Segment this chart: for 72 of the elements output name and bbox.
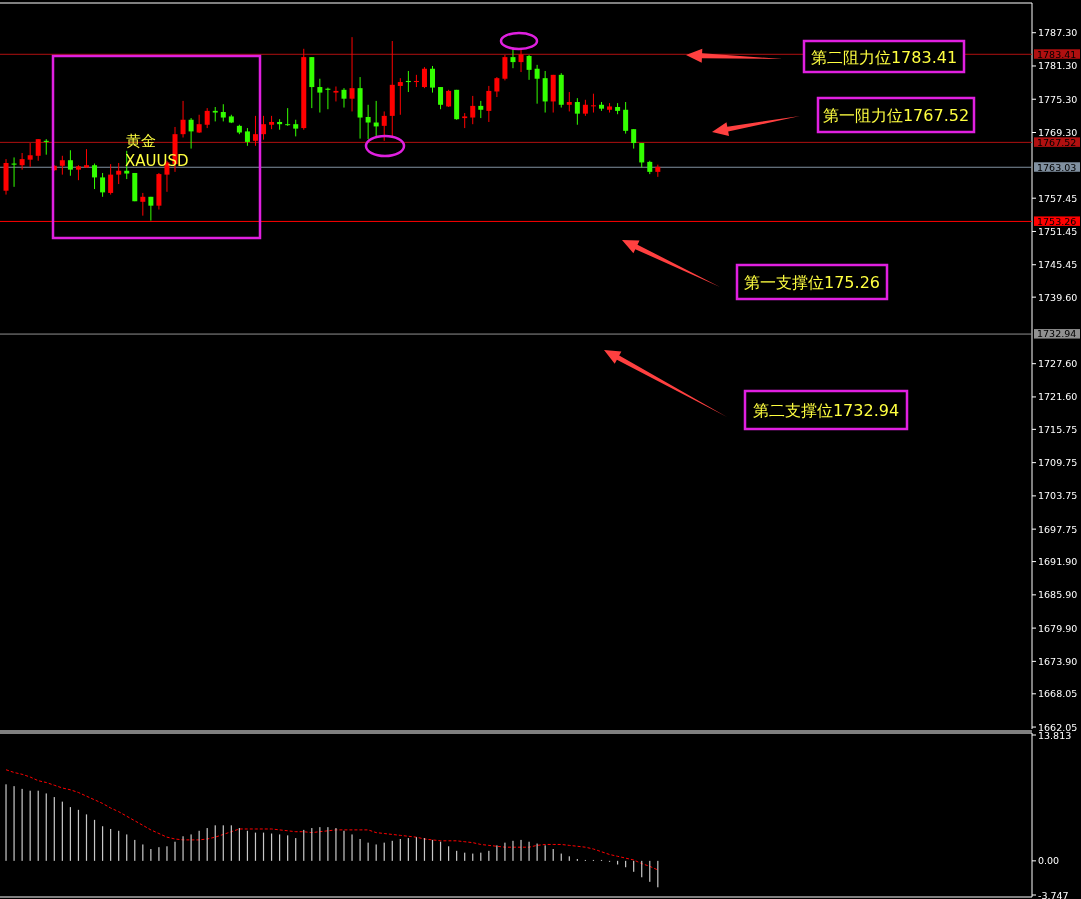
candlestick [381,110,387,142]
ref-line-label: 1783.41 [1037,48,1077,60]
y-tick-label: 1703.75 [1038,490,1078,502]
candlestick [108,163,114,196]
candlestick [100,172,106,198]
candlestick [83,148,89,169]
candlestick [518,48,524,73]
y-tick-label: 1685.90 [1038,589,1078,601]
y-tick-label: 1691.90 [1038,556,1078,568]
annotation: 第二阻力位1783.41 [810,47,958,67]
line-series [5,769,659,871]
candlestick [421,66,427,89]
candlestick [333,85,339,102]
candlestick [204,107,210,129]
candlestick [140,192,146,217]
candlestick [285,107,291,127]
candlestick [341,87,347,109]
annotation: 第二支撑位1732.94 [752,401,900,420]
y-tick-label: 1668.05 [1038,688,1078,700]
candlestick [59,155,65,176]
candlestick [252,115,258,147]
candlestick [566,91,572,112]
y-tick-label: 1781.30 [1038,60,1078,72]
candlestick [27,142,33,168]
annotation: 第一支撑位175.26 [744,273,880,292]
candlestick [430,65,436,94]
candlestick [502,54,508,81]
candlestick [438,86,444,110]
candlestick [116,162,122,185]
candlestick [623,101,629,135]
candlestick [494,76,500,98]
candlestick [317,78,323,114]
candlestick [639,142,645,168]
ref-line-label: 1767.52 [1037,136,1077,148]
candlestick [349,36,355,112]
y-tick-label: 1673.90 [1038,655,1078,667]
candlestick [365,104,371,140]
candlestick [92,163,98,190]
ref-line-label: 1753.26 [1037,215,1077,227]
y-tick-label: 1715.75 [1038,423,1078,435]
ref-line-label: 1732.94 [1037,328,1077,340]
candlestick [67,149,73,177]
candlestick [19,152,25,171]
y-tick-label: 1751.45 [1038,225,1078,237]
candlestick [526,54,532,81]
y-tick-label: 1709.75 [1038,457,1078,469]
y-tick-label: 1757.45 [1038,192,1078,204]
y-tick-label: 1745.45 [1038,259,1078,271]
candlestick [542,70,548,114]
y-tick-label: 1697.75 [1038,523,1078,535]
y-tick-label: -3.747 [1038,889,1069,899]
ref-line-label: 1763.03 [1037,161,1077,173]
candlestick [486,85,492,123]
candlestick [631,128,637,150]
y-tick-label: 1739.60 [1038,291,1078,303]
candlestick [534,64,540,105]
y-tick-label: 1775.30 [1038,93,1078,105]
candlestick [574,97,580,126]
y-tick-label: 1721.60 [1038,391,1078,403]
candlestick [188,117,194,150]
y-tick-label: 1787.30 [1038,27,1078,39]
candlestick [35,138,41,162]
candlestick [470,95,476,125]
y-tick-label: 1679.90 [1038,622,1078,634]
y-tick-label: 1727.60 [1038,358,1078,370]
y-tick-label: 1769.30 [1038,127,1078,138]
candlestick [397,77,403,116]
candlestick [180,100,186,138]
candlestick [590,93,596,114]
candlestick [261,115,267,141]
annotation: 第一阻力位1767.52 [822,106,970,125]
y-tick-label: 0.00 [1038,855,1060,867]
